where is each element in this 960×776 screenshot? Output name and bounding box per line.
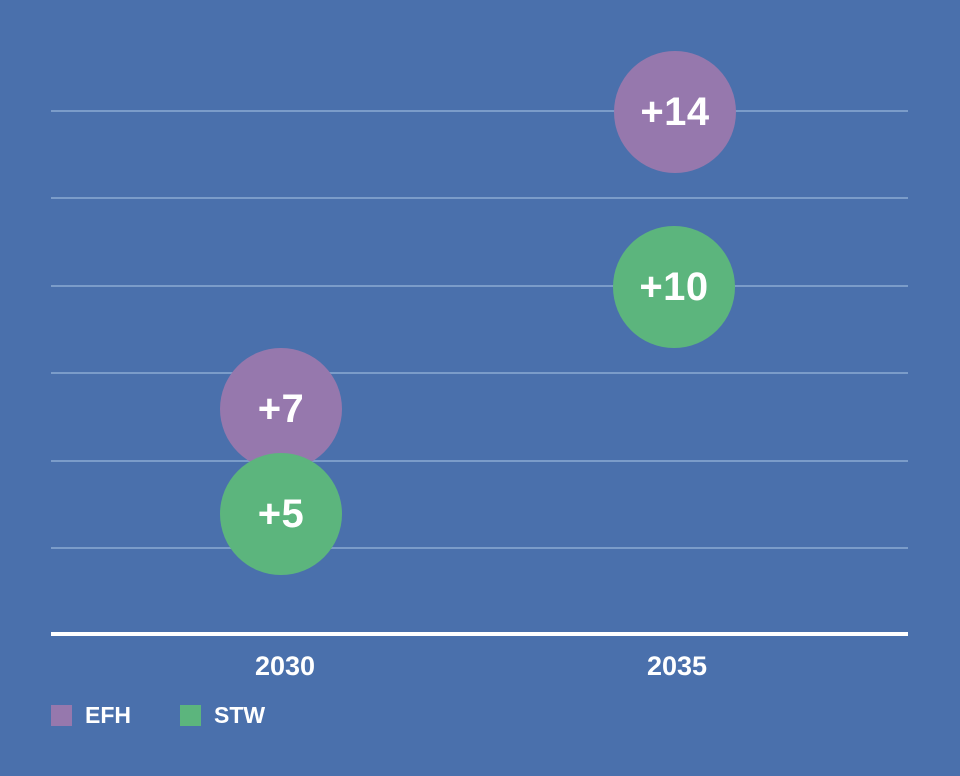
bubble-value-label: +5 — [257, 491, 305, 536]
legend: EFH STW — [51, 702, 265, 729]
legend-swatch-efh — [51, 705, 72, 726]
gridline — [51, 197, 908, 199]
x-tick-label-2035: 2035 — [646, 651, 708, 681]
gridline — [51, 547, 908, 549]
x-axis-line — [51, 632, 908, 636]
bubble-stw-2035: +10 — [613, 226, 735, 348]
gridline — [51, 285, 908, 287]
legend-swatch-stw — [180, 705, 201, 726]
legend-label-efh: EFH — [85, 702, 131, 728]
gridline — [51, 460, 908, 462]
bubble-value-label: +14 — [640, 89, 710, 134]
legend-item-stw: STW — [180, 702, 265, 729]
bubble-value-label: +10 — [639, 264, 709, 309]
legend-label-stw: STW — [214, 702, 266, 728]
gridline — [51, 372, 908, 374]
gridline — [51, 110, 908, 112]
bubble-stw-2030: +5 — [220, 453, 342, 575]
legend-item-efh: EFH — [51, 702, 131, 729]
x-tick-label-2030: 2030 — [254, 651, 316, 681]
bubble-efh-2030: +7 — [220, 348, 342, 470]
bubble-value-label: +7 — [257, 386, 305, 431]
bubble-efh-2035: +14 — [614, 51, 736, 173]
